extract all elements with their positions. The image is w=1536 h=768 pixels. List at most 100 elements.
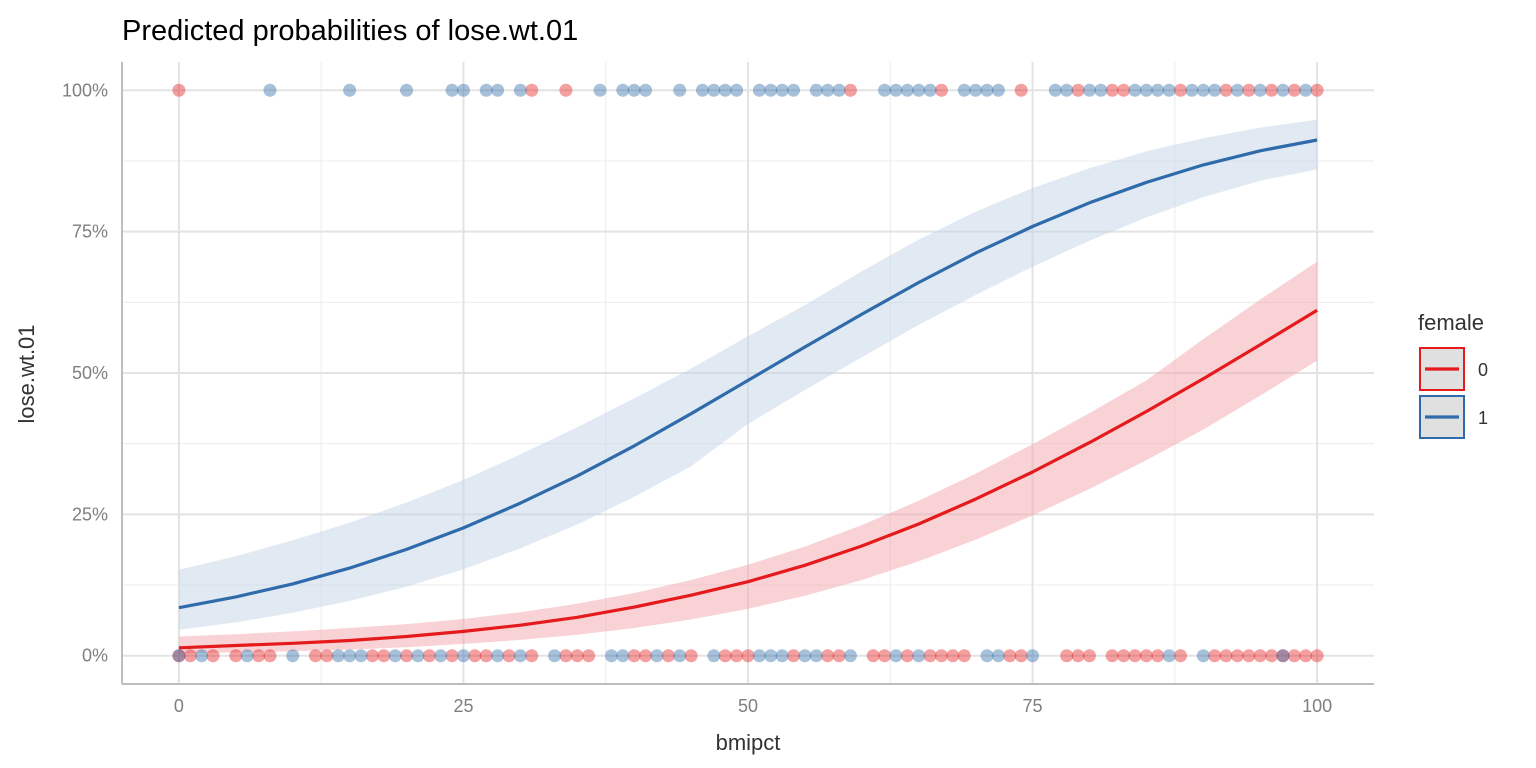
grid [122,62,1374,684]
data-point-female-1 [832,83,846,97]
data-point-female-0 [422,649,436,663]
data-point-female-1 [980,649,994,663]
data-point-female-0 [627,649,641,663]
data-point-female-1 [980,83,994,97]
data-point-female-0 [183,649,197,663]
x-tick-label: 50 [738,696,758,716]
x-axis-ticks: 0 25 50 75 100 [174,696,1332,716]
data-point-female-0 [263,649,277,663]
data-point-female-1 [889,83,903,97]
data-point-female-0 [1219,83,1233,97]
data-point-female-0 [502,649,516,663]
data-point-female-0 [525,649,539,663]
y-tick-label: 25% [72,504,108,524]
data-point-female-1 [764,649,778,663]
ribbon-female-0 [178,261,1318,654]
data-point-female-0 [741,649,755,663]
data-point-female-1 [1151,83,1165,97]
y-tick-label: 100% [62,80,108,100]
data-point-female-1 [752,83,766,97]
data-point-female-0 [1003,649,1017,663]
prediction-lines [178,138,1318,650]
data-point-female-0 [1230,649,1244,663]
data-point-female-1 [1185,83,1199,97]
data-point-female-1 [354,649,368,663]
data-point-female-1 [1208,83,1222,97]
y-tick-label: 0% [82,646,108,666]
data-point-female-1 [479,83,493,97]
data-point-female-1 [809,83,823,97]
data-point-female-0 [1082,649,1096,663]
legend-label-female-0: 0 [1478,360,1488,380]
data-point-female-1 [1276,649,1290,663]
data-point-female-1 [513,649,527,663]
data-point-female-1 [707,649,721,663]
data-point-female-0 [934,83,948,97]
data-point-female-0 [1287,83,1301,97]
data-point-female-0 [1014,83,1028,97]
data-point-female-1 [456,649,470,663]
data-point-female-0 [400,649,414,663]
data-point-female-0 [821,649,835,663]
data-point-female-1 [912,649,926,663]
data-point-female-0 [1265,83,1279,97]
data-point-female-1 [900,83,914,97]
data-point-female-0 [1219,649,1233,663]
data-point-female-1 [1026,649,1040,663]
x-tick-label: 0 [174,696,184,716]
data-point-female-1 [695,83,709,97]
data-point-female-1 [923,83,937,97]
data-point-female-1 [1060,83,1074,97]
data-point-female-0 [320,649,334,663]
data-point-female-1 [1162,83,1176,97]
data-point-female-1 [787,83,801,97]
data-point-female-0 [957,649,971,663]
observation-points [172,83,1324,663]
data-point-female-1 [1094,83,1108,97]
data-point-female-1 [639,83,653,97]
data-point-female-0 [843,83,857,97]
data-point-female-1 [991,83,1005,97]
legend: female 0 1 [1418,310,1488,439]
ribbon-female-1 [178,119,1318,630]
data-point-female-1 [172,649,186,663]
data-point-female-1 [718,83,732,97]
data-point-female-1 [400,83,414,97]
data-point-female-1 [616,83,630,97]
data-point-female-1 [456,83,470,97]
data-point-female-0 [1276,649,1290,663]
data-point-female-1 [548,649,562,663]
data-point-female-1 [343,649,357,663]
x-tick-label: 75 [1023,696,1043,716]
data-point-female-0 [206,649,220,663]
data-point-female-0 [1242,83,1256,97]
data-point-female-0 [468,649,482,663]
data-point-female-0 [639,649,653,663]
y-axis-title: lose.wt.01 [14,324,39,423]
data-point-female-1 [673,649,687,663]
data-point-female-0 [308,649,322,663]
data-point-female-1 [616,649,630,663]
data-point-female-0 [730,649,744,663]
data-point-female-0 [1014,649,1028,663]
data-point-female-1 [912,83,926,97]
legend-title: female [1418,310,1484,335]
data-point-female-1 [411,649,425,663]
prediction-line-female-0 [178,308,1318,650]
data-point-female-1 [969,83,983,97]
data-point-female-1 [1162,649,1176,663]
data-point-female-1 [821,83,835,97]
data-point-female-1 [445,83,459,97]
x-tick-label: 25 [453,696,473,716]
data-point-female-1 [604,649,618,663]
data-point-female-1 [650,649,664,663]
data-point-female-1 [752,649,766,663]
data-point-female-1 [1128,83,1142,97]
y-tick-label: 50% [72,363,108,383]
data-point-female-0 [946,649,960,663]
data-point-female-1 [240,649,254,663]
data-point-female-1 [331,649,345,663]
data-point-female-1 [343,83,357,97]
data-point-female-0 [1310,649,1324,663]
